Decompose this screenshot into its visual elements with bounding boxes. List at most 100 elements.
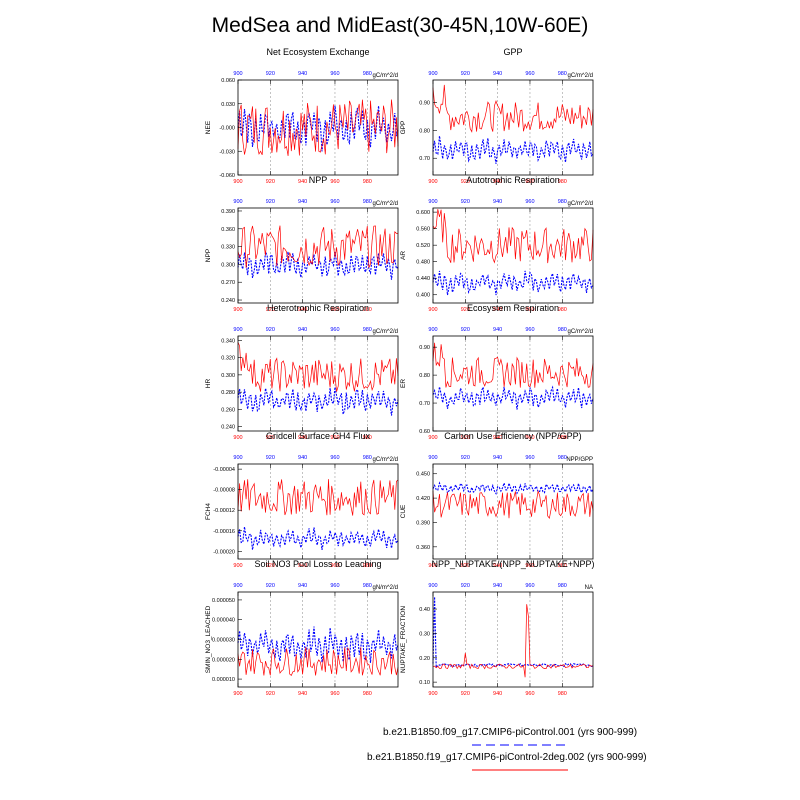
x-tick-label-bottom: 900 xyxy=(233,307,242,313)
x-tick-label-bottom: 960 xyxy=(330,691,339,697)
x-tick-label-top: 900 xyxy=(233,71,242,77)
x-tick-label-top: 960 xyxy=(330,71,339,77)
y-tick-label: 0.300 xyxy=(221,373,235,379)
x-tick-label-bottom: 960 xyxy=(525,179,534,185)
panel-units: gN/m^2/d xyxy=(373,585,399,591)
x-tick-label-top: 920 xyxy=(266,71,275,77)
x-tick-label-top: 960 xyxy=(330,199,339,205)
y-tick-label: 0.80 xyxy=(419,373,430,379)
x-tick-label-bottom: 960 xyxy=(525,435,534,441)
x-tick-label-top: 980 xyxy=(558,327,567,333)
y-axis-label: SMIN_NO3_LEACHED xyxy=(205,605,212,673)
x-tick-label-bottom: 940 xyxy=(298,307,307,313)
series-line-a xyxy=(432,135,594,164)
x-tick-label-bottom: 940 xyxy=(493,179,502,185)
x-tick-label-top: 940 xyxy=(298,327,307,333)
x-tick-label-bottom: 960 xyxy=(525,563,534,569)
y-tick-label: 0.320 xyxy=(221,356,235,362)
x-tick-label-top: 920 xyxy=(461,71,470,77)
y-axis-label: ER xyxy=(400,379,407,388)
x-tick-label-bottom: 920 xyxy=(461,307,470,313)
panel-title: Autotrophic Respiration xyxy=(466,175,560,185)
x-tick-label-top: 920 xyxy=(461,583,470,589)
panel-3: NPP gC/m^2/d NPP 0.390 0.360 0.330 0.300 0.270 0… xyxy=(205,175,399,313)
x-tick-label-bottom: 900 xyxy=(233,563,242,569)
x-tick-label-top: 900 xyxy=(428,327,437,333)
panel-10: NPP_NUPTAKE/(NPP_NUPTAKE+NPP) NA NUPTAKE_F… xyxy=(400,559,594,697)
y-tick-label: 0.70 xyxy=(419,401,430,407)
x-tick-label-bottom: 980 xyxy=(558,179,567,185)
series-line-b xyxy=(237,225,399,268)
y-tick-label: 0.450 xyxy=(416,472,430,478)
x-tick-label-bottom: 920 xyxy=(461,435,470,441)
panel-2: GPP gC/m^2/d GPP 0.90 0.80 0.70 900 920 940 960 98… xyxy=(400,47,594,185)
x-tick-label-top: 960 xyxy=(330,327,339,333)
legend-line-series-a xyxy=(472,744,568,746)
x-tick-label-bottom: 960 xyxy=(330,179,339,185)
x-tick-label-top: 960 xyxy=(525,583,534,589)
x-tick-label-top: 940 xyxy=(298,199,307,205)
series-line-b xyxy=(432,489,594,520)
series-line-a xyxy=(432,385,594,410)
panel-6: Ecosystem Respiration gC/m^2/d ER 0.90 0.80 0… xyxy=(400,303,594,441)
y-tick-label: 0.480 xyxy=(416,260,430,266)
panel-title: Heterotrophic Respiration xyxy=(267,303,369,313)
panel-units: NPP/GPP xyxy=(566,457,593,463)
y-tick-label: 0.20 xyxy=(419,656,430,662)
series-line-b xyxy=(432,604,594,678)
x-tick-label-bottom: 900 xyxy=(428,307,437,313)
x-tick-label-top: 900 xyxy=(428,71,437,77)
y-tick-label: 0.060 xyxy=(221,78,235,84)
y-tick-label: 0.030 xyxy=(221,102,235,108)
panel-units: gC/m^2/d xyxy=(373,201,399,207)
panel-7: Gridcell Surface CH4 FluxgC/m^2/dFCH4-0.… xyxy=(205,431,399,569)
plot-frame xyxy=(432,207,594,304)
x-tick-label-top: 920 xyxy=(461,455,470,461)
x-tick-label-top: 960 xyxy=(525,71,534,77)
series-line-a xyxy=(237,526,399,551)
y-tick-label: 0.360 xyxy=(221,227,235,233)
x-tick-label-bottom: 920 xyxy=(461,691,470,697)
y-axis-label: FCH4 xyxy=(205,503,212,520)
x-tick-label-top: 900 xyxy=(233,583,242,589)
x-tick-label-bottom: 960 xyxy=(330,563,339,569)
x-tick-label-top: 900 xyxy=(428,455,437,461)
y-tick-label: 0.560 xyxy=(416,227,430,233)
x-tick-label-top: 940 xyxy=(493,71,502,77)
x-tick-label-bottom: 980 xyxy=(558,435,567,441)
y-axis-label: NPP xyxy=(205,249,212,262)
series-line-a xyxy=(432,270,594,296)
panel-title: NPP xyxy=(309,175,328,185)
x-tick-label-bottom: 980 xyxy=(363,563,372,569)
y-tick-label: 0.000030 xyxy=(212,638,235,644)
x-tick-label-top: 980 xyxy=(558,583,567,589)
y-tick-label: 0.280 xyxy=(221,390,235,396)
y-axis-label: AR xyxy=(400,251,407,260)
x-tick-label-top: 920 xyxy=(266,583,275,589)
series-line-a xyxy=(237,387,399,416)
legend-line-series-b xyxy=(472,769,568,771)
panel-units: gC/m^2/d xyxy=(373,329,399,335)
series-line-b xyxy=(237,342,399,392)
series-line-b xyxy=(432,342,594,388)
y-tick-label: -0.00004 xyxy=(213,467,235,473)
y-axis-label: CUE xyxy=(400,504,407,518)
x-tick-label-bottom: 920 xyxy=(461,563,470,569)
plot-frame xyxy=(237,591,399,688)
y-tick-label: 0.90 xyxy=(419,100,430,106)
panel-title: GPP xyxy=(503,47,522,57)
y-tick-label: 0.600 xyxy=(416,210,430,216)
x-tick-label-top: 980 xyxy=(363,327,372,333)
x-tick-label-bottom: 960 xyxy=(525,307,534,313)
x-tick-label-top: 900 xyxy=(428,199,437,205)
x-tick-label-top: 920 xyxy=(266,199,275,205)
panel-4: Autotrophic Respiration gC/m^2/d AR 0.600 0.… xyxy=(400,175,594,313)
panel-title: Carbon Use Efficiency (NPP/GPP) xyxy=(444,431,581,441)
x-tick-label-top: 940 xyxy=(298,71,307,77)
y-tick-label: 0.340 xyxy=(221,338,235,344)
series-line-b xyxy=(432,84,594,133)
y-tick-label: 0.520 xyxy=(416,243,430,249)
x-tick-label-top: 940 xyxy=(493,199,502,205)
y-tick-label: 0.400 xyxy=(416,293,430,299)
